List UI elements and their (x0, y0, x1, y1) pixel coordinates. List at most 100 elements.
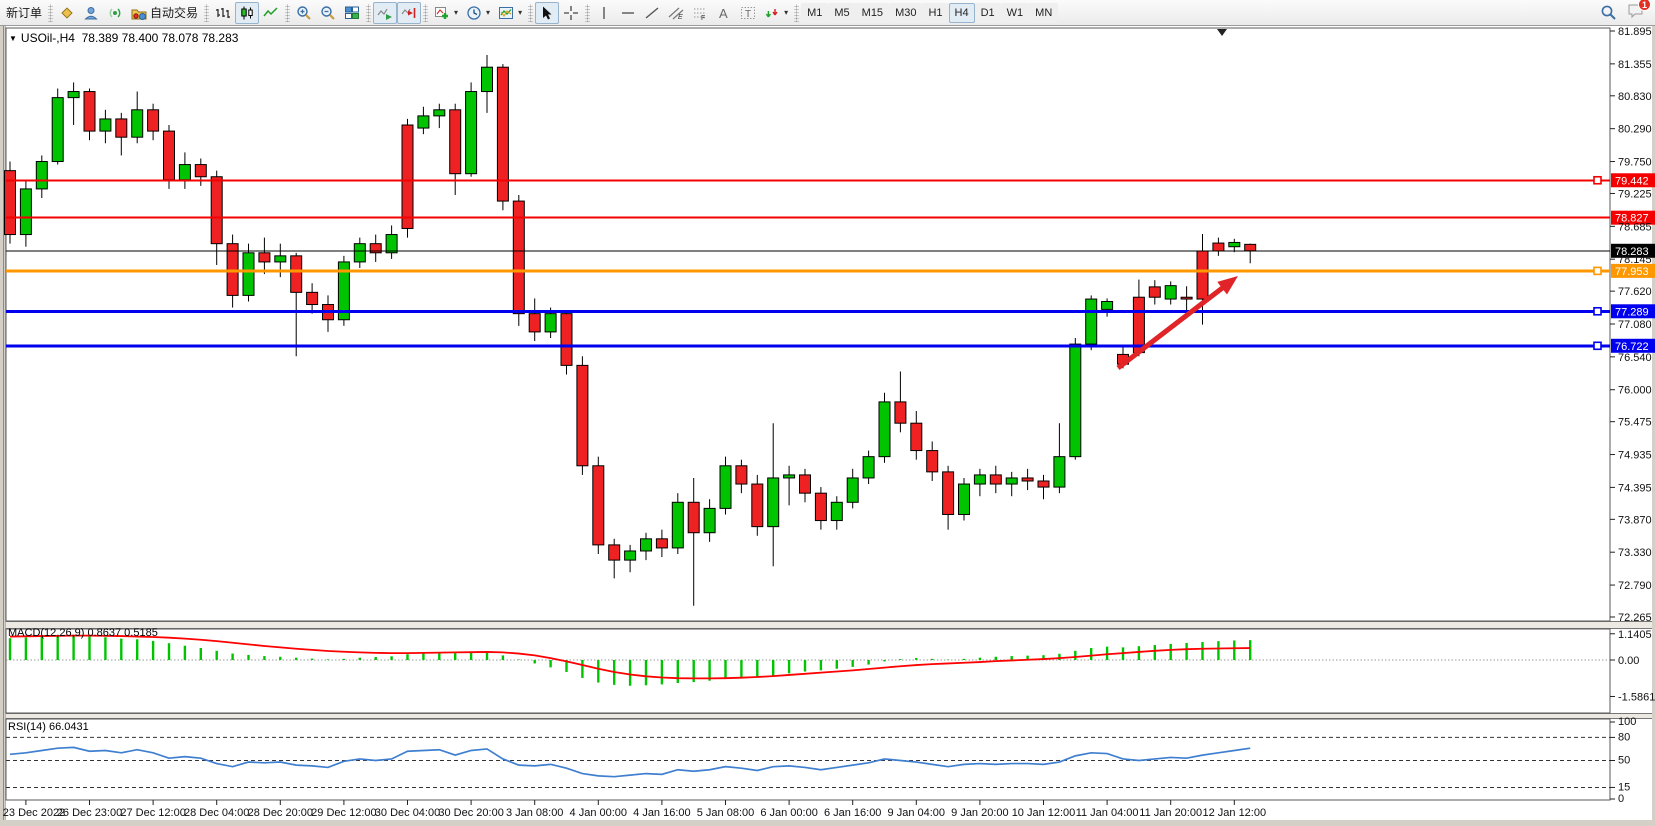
arrows-button[interactable]: ▾ (760, 2, 792, 24)
rsi-line[interactable] (9, 746, 1251, 778)
auto-trading-icon (131, 9, 147, 20)
toolbar-grip[interactable] (528, 3, 534, 22)
timeframe-m5-button[interactable]: M5 (828, 2, 856, 23)
fibonacci-button[interactable]: F (688, 2, 712, 24)
trend-arrow-annotation[interactable] (1116, 276, 1238, 370)
trendline-button[interactable] (640, 2, 664, 24)
horizontal-price-line-79.442[interactable]: 79.442 (6, 173, 1655, 188)
text-button[interactable]: A (712, 2, 736, 24)
line-chart-icon (263, 6, 278, 16)
toolbar-grip[interactable] (794, 3, 800, 22)
tile-windows-icon (345, 6, 360, 19)
cursor-icon (543, 6, 552, 19)
pane-splitter[interactable] (6, 713, 1652, 719)
timeframe-h1-button[interactable]: H1 (922, 2, 949, 23)
svg-text:9 Jan 04:00: 9 Jan 04:00 (888, 807, 946, 819)
timeframe-h4-button[interactable]: H4 (948, 2, 975, 23)
svg-text:28 Dec 20:00: 28 Dec 20:00 (248, 807, 313, 819)
toolbar-grip[interactable] (204, 3, 210, 22)
text-label-button[interactable]: T (736, 2, 760, 24)
vertical-line-button[interactable] (592, 2, 616, 24)
expand-panel-icon[interactable]: ▼ (9, 34, 17, 43)
search-button[interactable] (1596, 2, 1621, 24)
svg-text:50: 50 (1618, 755, 1630, 767)
crosshair-button[interactable] (559, 2, 583, 24)
svg-text:T: T (745, 9, 751, 20)
candlestick-chart-button[interactable] (235, 1, 260, 24)
toolbar-grip[interactable] (48, 3, 54, 22)
svg-text:6 Jan 16:00: 6 Jan 16:00 (824, 807, 882, 819)
macd-signal-line[interactable] (9, 634, 1251, 680)
text-label-icon: T (741, 6, 756, 20)
current-price-line-78.283[interactable]: 78.283 (6, 243, 1655, 258)
templates-icon (499, 6, 514, 19)
horizontal-price-line-78.827[interactable]: 78.827 (6, 210, 1655, 225)
pane-splitter[interactable] (6, 621, 1652, 629)
timeframe-m15-button[interactable]: M15 (855, 2, 890, 23)
rsi-pane[interactable]: 100 80 50 150 (6, 716, 1636, 805)
svg-text:76.540: 76.540 (1618, 352, 1652, 364)
mql-diamond-icon (61, 6, 73, 19)
timeframe-m30-button[interactable]: M30 (889, 2, 923, 23)
timeframe-d1-button[interactable]: D1 (974, 2, 1001, 23)
toolbar-grip[interactable] (423, 3, 429, 22)
templates-button[interactable]: ▾ (494, 2, 526, 24)
chevron-down-icon: ▾ (518, 8, 523, 17)
notification-badge: 1 (1638, 0, 1651, 11)
timeframe-m1-button[interactable]: M1 (801, 2, 829, 23)
auto-trading-button[interactable]: 自动交易 (127, 2, 202, 24)
indicators-button[interactable]: ▾ (430, 2, 462, 24)
chart-shift-marker-icon[interactable] (1217, 29, 1227, 36)
chevron-down-icon: ▾ (784, 8, 789, 17)
tile-windows-button[interactable] (340, 2, 364, 24)
line-chart-button[interactable] (259, 2, 283, 24)
horizontal-price-line-77.289[interactable]: 77.289 (6, 304, 1655, 319)
new-order-button[interactable]: 新订单 (2, 2, 46, 24)
text-icon: A (719, 6, 728, 21)
toolbar-grip[interactable] (366, 3, 372, 22)
timeframe-w1-button[interactable]: W1 (1000, 2, 1030, 23)
bar-chart-button[interactable] (211, 2, 235, 24)
svg-text:12 Jan 12:00: 12 Jan 12:00 (1202, 807, 1266, 819)
candlestick-series[interactable] (4, 55, 1257, 606)
equidistant-channel-button[interactable]: E (664, 2, 688, 24)
macd-indicator-label: MACD(12,26,9) 0.8637 0.5185 (8, 627, 158, 639)
timeframe-toolbar: M1 M5 M15 M30 H1 H4 D1 W1 MN (801, 2, 1059, 23)
main-price-pane[interactable] (4, 55, 1257, 606)
periods-button[interactable]: ▾ (462, 2, 494, 24)
svg-text:11 Jan 20:00: 11 Jan 20:00 (1139, 807, 1202, 819)
auto-scroll-button[interactable] (373, 1, 398, 24)
svg-text:76.722: 76.722 (1615, 341, 1649, 353)
trendline-icon (645, 6, 659, 19)
vertical-line-icon (603, 6, 605, 19)
svg-text:79.225: 79.225 (1618, 188, 1652, 200)
horizontal-price-line-76.722[interactable]: 76.722 (6, 338, 1655, 353)
cursor-button[interactable] (535, 1, 560, 24)
svg-text:74.935: 74.935 (1618, 450, 1652, 462)
horizontal-price-line-77.953[interactable]: 77.953 (6, 263, 1655, 278)
macd-pane[interactable]: 1.1405 0.00 -1.5861 (6, 629, 1655, 704)
toolbar-grip[interactable] (585, 3, 591, 22)
svg-text:75.475: 75.475 (1618, 417, 1652, 429)
chevron-down-icon: ▾ (486, 8, 491, 17)
chart-window[interactable]: 79.442 78.827 78.283 77.953 77.289 76.72281.8… (0, 26, 1655, 826)
timeframe-mn-button[interactable]: MN (1029, 2, 1059, 23)
toolbar-grip[interactable] (285, 3, 291, 22)
price-axis[interactable]: 81.895 81.355 80.830 80.290 79.750 79.225 78.6… (1610, 26, 1652, 624)
search-icon (1601, 5, 1616, 20)
horizontal-line-button[interactable] (616, 2, 640, 24)
notifications-button[interactable]: 1 (1627, 0, 1651, 24)
svg-text:78.145: 78.145 (1618, 254, 1652, 266)
main-toolbar: 新订单 自动交易 ▾ ▾ (0, 0, 1655, 26)
accounts-button[interactable] (79, 2, 103, 24)
mql-community-button[interactable] (55, 2, 79, 24)
rsi-indicator-label: RSI(14) 66.0431 (8, 721, 89, 733)
zoom-out-button[interactable] (316, 2, 340, 24)
zoom-in-button[interactable] (292, 2, 316, 24)
svg-text:81.355: 81.355 (1618, 59, 1652, 71)
svg-text:78.685: 78.685 (1618, 221, 1652, 233)
chart-shift-button[interactable] (397, 1, 422, 24)
signals-icon (109, 7, 121, 18)
signals-button[interactable] (103, 2, 127, 24)
